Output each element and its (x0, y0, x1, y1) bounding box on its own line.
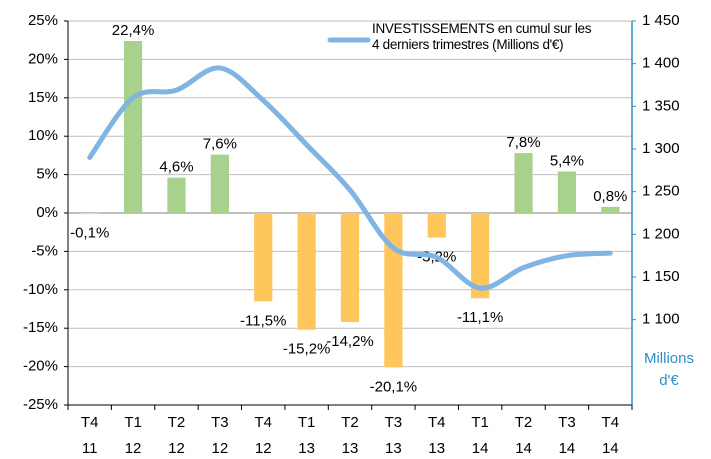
bar (471, 213, 490, 299)
bar (210, 154, 229, 213)
bar (123, 40, 143, 213)
x-tick-label: T1 (471, 414, 489, 431)
y-tick-label: 20% (28, 50, 58, 67)
y-tick-label: 0% (36, 204, 58, 221)
x-tick-label: 14 (559, 440, 576, 457)
y2-tick-label: 1 150 (642, 268, 680, 285)
y2-tick-label: 1 100 (642, 311, 680, 328)
x-tick-label: 13 (385, 440, 402, 457)
y2-tick-label: 1 400 (642, 55, 680, 72)
x-tick-label: 12 (125, 440, 142, 457)
line-series (87, 65, 613, 291)
y-tick-label: -10% (23, 281, 58, 298)
x-tick-label: 12 (212, 440, 229, 457)
x-tick-label: 14 (472, 440, 489, 457)
x-tick-label: T2 (168, 414, 186, 431)
data-label: 4,6% (159, 159, 193, 176)
x-tick-label: 12 (168, 440, 185, 457)
x-tick-label: T3 (558, 414, 576, 431)
y2-tick-label: 1 250 (642, 183, 680, 200)
y2-tick-label: 1 450 (642, 12, 680, 29)
y-tick-label: -15% (23, 319, 58, 336)
bar (254, 213, 273, 302)
bar (514, 153, 533, 213)
bar (340, 213, 360, 323)
x-tick-label: T1 (298, 414, 316, 431)
x-tick-label: T1 (124, 414, 142, 431)
data-label: 22,4% (112, 22, 155, 39)
y-tick-label: 5% (36, 166, 58, 183)
bar (167, 177, 186, 213)
x-tick-label: T2 (341, 414, 359, 431)
x-tick-label: T4 (254, 414, 272, 431)
y-tick-label: 10% (28, 127, 58, 144)
data-label: 0,8% (593, 188, 627, 205)
y2-tick-label: 1 300 (642, 140, 680, 157)
y-tick-label: -25% (23, 396, 58, 413)
y-tick-label: 25% (28, 12, 58, 29)
data-label: -0,1% (70, 225, 109, 242)
data-label: -15,2% (283, 341, 331, 358)
data-label: 5,4% (550, 152, 584, 169)
x-tick-label: T2 (515, 414, 533, 431)
y2-tick-label: 1 200 (642, 225, 680, 242)
x-tick-label: 13 (298, 440, 315, 457)
x-tick-label: 12 (255, 440, 272, 457)
data-label: 7,8% (506, 134, 540, 151)
bar (601, 206, 620, 213)
legend-label: INVESTISSEMENTS en cumul sur les 4 derni… (372, 21, 592, 52)
data-label: -14,2% (326, 333, 374, 350)
bar (297, 213, 316, 330)
y-tick-label: -5% (31, 242, 58, 259)
x-tick-label: 14 (515, 440, 532, 457)
y2-axis-label: Millions d'€ (643, 350, 694, 389)
bar (80, 213, 99, 214)
x-tick-label: T3 (211, 414, 229, 431)
x-tick-label: 13 (342, 440, 359, 457)
x-tick-label: T3 (385, 414, 403, 431)
data-label: 7,6% (203, 136, 237, 153)
x-tick-label: 11 (82, 440, 98, 457)
bar (557, 171, 577, 213)
x-tick-label: 13 (428, 440, 445, 457)
x-tick-label: 14 (602, 440, 619, 457)
bar (384, 213, 403, 368)
y-tick-label: -20% (23, 358, 58, 375)
data-label: -11,5% (240, 312, 286, 329)
bar (427, 213, 446, 238)
data-label: -11,1% (457, 309, 503, 326)
data-label: -20,1% (370, 378, 418, 395)
x-tick-label: T4 (602, 414, 620, 431)
x-tick-label: T4 (81, 414, 99, 431)
y-tick-label: 15% (28, 89, 58, 106)
y2-tick-label: 1 350 (642, 97, 680, 114)
x-tick-label: T4 (428, 414, 446, 431)
